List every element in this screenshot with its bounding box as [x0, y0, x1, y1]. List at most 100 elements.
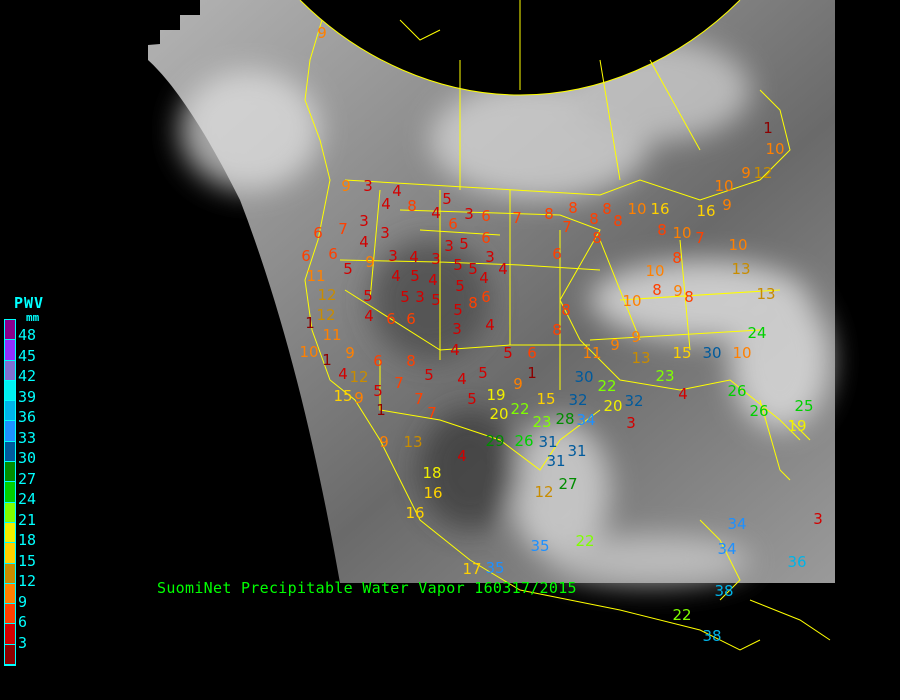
station-pwv-value: 3: [813, 510, 823, 528]
station-pwv-value: 5: [453, 256, 463, 274]
legend-color-bin: [5, 360, 15, 381]
station-pwv-value: 5: [503, 344, 513, 362]
station-pwv-value: 5: [410, 267, 420, 285]
station-pwv-value: 5: [363, 287, 373, 305]
station-pwv-value: 12: [316, 306, 335, 324]
station-pwv-value: 6: [552, 245, 562, 263]
station-pwv-value: 34: [717, 540, 736, 558]
station-pwv-value: 6: [481, 229, 491, 247]
station-pwv-value: 25: [794, 397, 813, 415]
station-pwv-value: 10: [299, 343, 318, 361]
station-pwv-value: 15: [672, 344, 691, 362]
station-pwv-value: 4: [359, 233, 369, 251]
station-pwv-value: 36: [787, 553, 806, 571]
station-pwv-value: 31: [538, 433, 557, 451]
station-pwv-value: 1: [376, 401, 386, 419]
station-pwv-value: 3: [431, 250, 441, 268]
station-pwv-value: 3: [363, 177, 373, 195]
station-pwv-value: 8: [407, 197, 417, 215]
station-pwv-value: 4: [457, 447, 467, 465]
station-pwv-value: 35: [530, 537, 549, 555]
station-pwv-value: 9: [513, 375, 523, 393]
station-pwv-value: 22: [575, 532, 594, 550]
legend-color-bin: [5, 624, 15, 645]
station-pwv-value: 13: [756, 285, 775, 303]
station-pwv-value: 5: [373, 382, 383, 400]
legend-color-bin: [5, 401, 15, 422]
station-pwv-value: 8: [552, 321, 562, 339]
station-pwv-value: 10: [622, 292, 641, 310]
legend-color-bin: [5, 644, 15, 666]
station-pwv-value: 3: [444, 237, 454, 255]
station-pwv-value: 22: [510, 400, 529, 418]
station-pwv-value: 9: [345, 344, 355, 362]
station-pwv-value: 6: [406, 310, 416, 328]
station-pwv-value: 13: [731, 260, 750, 278]
station-pwv-value: 31: [567, 442, 586, 460]
legend-tick: 45: [18, 346, 37, 365]
station-pwv-value: 8: [602, 200, 612, 218]
station-pwv-value: 32: [624, 392, 643, 410]
station-pwv-value: 13: [403, 433, 422, 451]
legend-tick: 18: [18, 531, 37, 549]
station-pwv-value: 6: [313, 224, 323, 242]
station-pwv-value: 6: [386, 310, 396, 328]
station-pwv-value: 5: [453, 301, 463, 319]
station-pwv-value: 9: [341, 177, 351, 195]
legend-tick: 27: [18, 469, 37, 488]
station-pwv-value: 3: [415, 288, 425, 306]
legend-color-bin: [5, 583, 15, 605]
station-pwv-value: 8: [684, 288, 694, 306]
station-pwv-value: 8: [468, 294, 478, 312]
legend-color-bin: [5, 320, 15, 341]
station-pwv-value: 9: [741, 164, 751, 182]
station-pwv-value: 3: [452, 320, 462, 338]
legend-color-bin: [5, 563, 15, 584]
station-pwv-value: 4: [485, 316, 495, 334]
station-pwv-value: 5: [467, 390, 477, 408]
station-pwv-value: 26: [749, 402, 768, 420]
legend-tick: 48: [18, 326, 37, 344]
station-pwv-value: 10: [728, 236, 747, 254]
boundary-lines: [299, 0, 831, 651]
station-pwv-value: 9: [354, 389, 364, 407]
station-pwv-value: 22: [672, 606, 691, 624]
station-pwv-value: 10: [765, 140, 784, 158]
station-pwv-value: 5: [455, 277, 465, 295]
station-pwv-value: 12: [753, 164, 772, 182]
station-pwv-value: 7: [512, 209, 522, 227]
station-pwv-value: 9: [631, 328, 641, 346]
station-pwv-value: 8: [406, 352, 416, 370]
station-pwv-value: 9: [317, 24, 327, 42]
station-pwv-value: 4: [450, 341, 460, 359]
station-pwv-value: 10: [627, 200, 646, 218]
station-pwv-value: 5: [343, 260, 353, 278]
station-pwv-value: 10: [672, 224, 691, 242]
station-pwv-value: 12: [534, 483, 553, 501]
station-pwv-value: 10: [732, 344, 751, 362]
station-pwv-value: 5: [459, 235, 469, 253]
station-pwv-value: 8: [589, 210, 599, 228]
station-pwv-value: 8: [652, 281, 662, 299]
station-pwv-value: 5: [424, 366, 434, 384]
station-pwv-value: 7: [695, 229, 705, 247]
legend-tick: 12: [18, 572, 37, 590]
station-pwv-value: 10: [645, 262, 664, 280]
station-pwv-value: 7: [414, 390, 424, 408]
station-pwv-value: 15: [536, 390, 555, 408]
station-pwv-value: 1: [527, 364, 537, 382]
station-pwv-value: 4: [409, 248, 419, 266]
legend-color-bin: [5, 502, 15, 523]
legend-color-bin: [5, 482, 15, 503]
station-pwv-value: 4: [392, 182, 402, 200]
station-pwv-value: 20: [489, 405, 508, 423]
station-pwv-value: 27: [558, 475, 577, 493]
station-pwv-value: 4: [381, 195, 391, 213]
station-pwv-value: 5: [468, 260, 478, 278]
station-pwv-value: 9: [673, 282, 683, 300]
station-pwv-value: 18: [422, 464, 441, 482]
station-pwv-value: 9: [610, 336, 620, 354]
station-pwv-value: 4: [479, 269, 489, 287]
station-pwv-value: 3: [380, 224, 390, 242]
